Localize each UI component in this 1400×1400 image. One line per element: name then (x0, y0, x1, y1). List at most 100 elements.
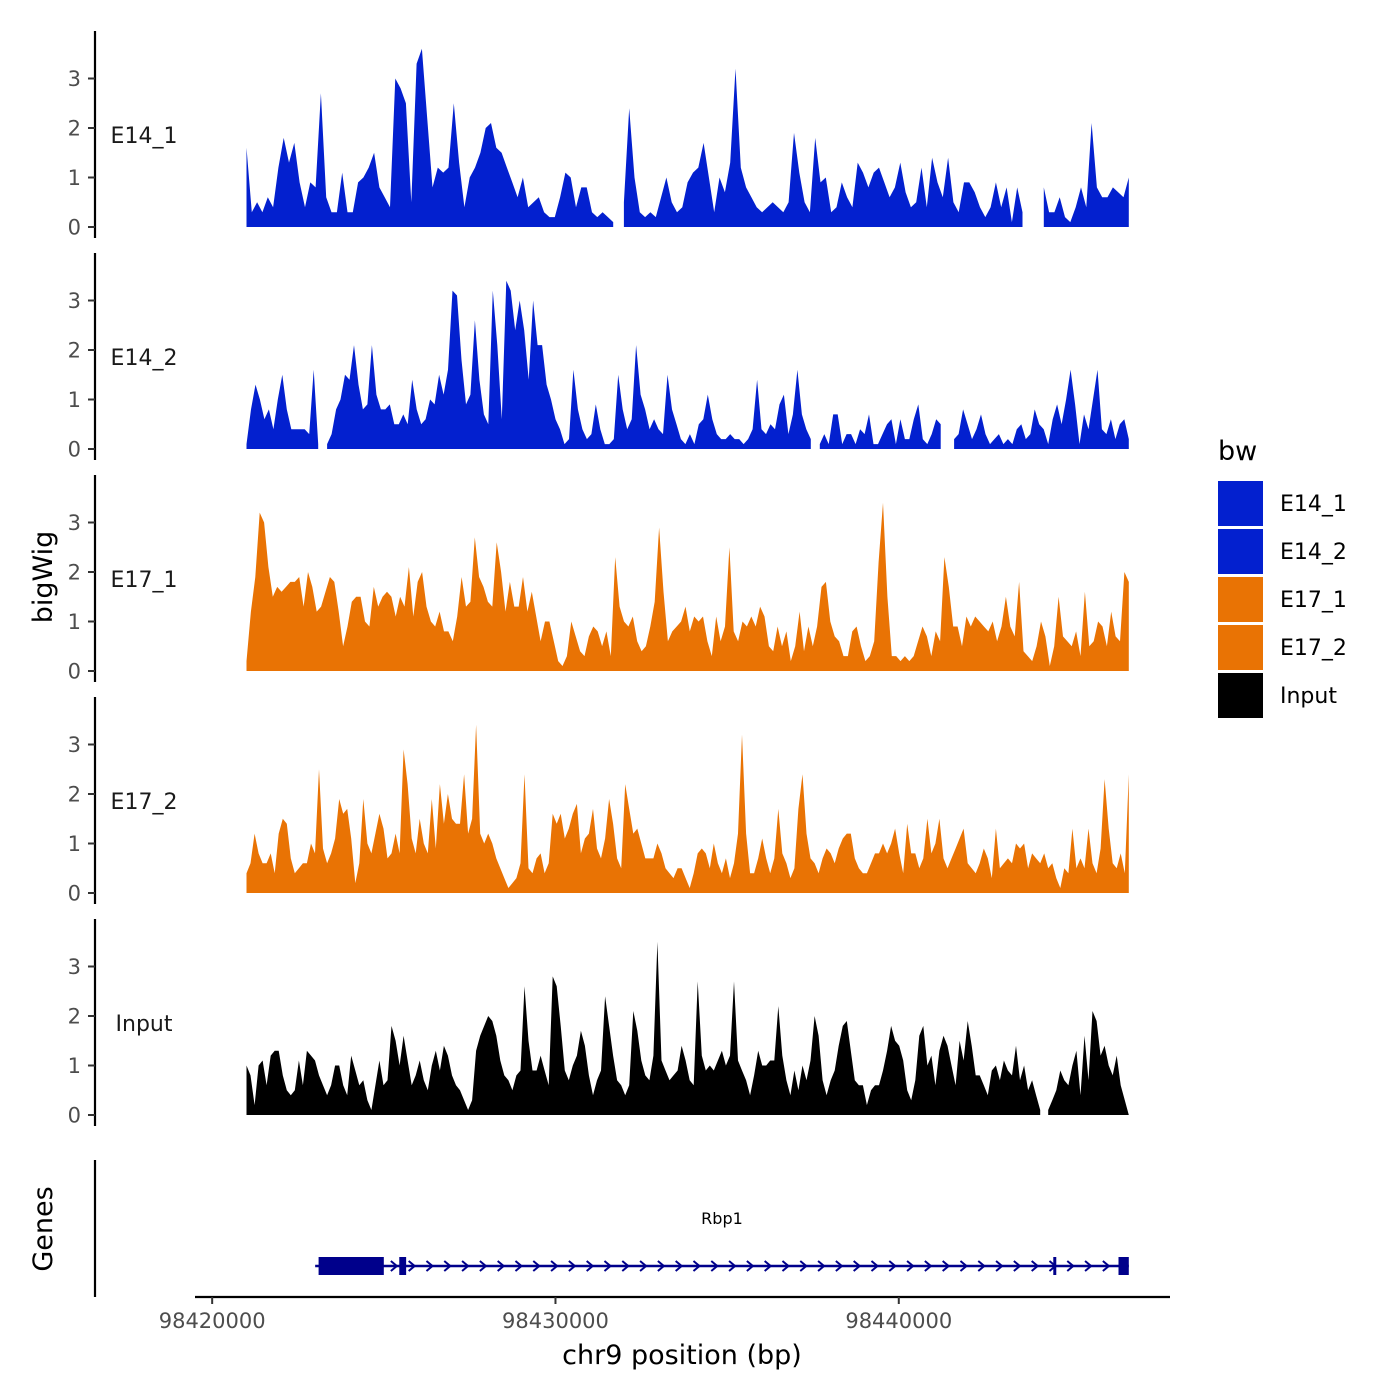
track-e17-2: 0 1 2 3 E17_2 (68, 697, 1129, 906)
y-tick-label: 1 (68, 832, 81, 856)
legend-swatch (1218, 577, 1263, 622)
y-tick-label: 3 (68, 67, 81, 91)
strand-arrow (408, 1260, 417, 1272)
track-label: E14_2 (111, 346, 178, 371)
track-e14-1: 0 1 2 3 E14_1 (68, 31, 1129, 240)
strand-arrow (586, 1260, 595, 1272)
area-e14-2-segment (246, 369, 319, 449)
gene-exon (318, 1257, 384, 1275)
strand-arrow (746, 1260, 755, 1272)
legend-swatch (1218, 481, 1263, 526)
gene-rbp1: Rbp1 (315, 1209, 1129, 1275)
legend-item-e17-2: E17_2 (1218, 625, 1347, 670)
legend: bw E14_1 E14_2 E17_1 E17_2 Input (1218, 436, 1347, 718)
y-axis-title: bigWig (28, 531, 59, 624)
area-e14-2-segment (327, 280, 811, 449)
track-input: 0 1 2 3 Input (68, 919, 1129, 1128)
strand-arrow (906, 1260, 915, 1272)
strand-arrow (1084, 1260, 1093, 1272)
area-e14-1-segment (623, 68, 1023, 227)
y-tick-label: 0 (68, 882, 81, 906)
y-tick-label: 2 (68, 1005, 81, 1029)
strand-arrow (603, 1260, 613, 1272)
area-e14-1-segment (1043, 123, 1129, 227)
strand-arrow (390, 1260, 399, 1272)
strand-arrow (959, 1260, 969, 1272)
strand-arrow (817, 1260, 826, 1272)
legend-label: E17_1 (1280, 588, 1347, 613)
gene-name-label: Rbp1 (701, 1209, 743, 1228)
track-label: E14_1 (111, 124, 178, 149)
area-e14-2-segment (954, 369, 1129, 449)
strand-arrow (764, 1260, 773, 1272)
genes-panel: Rbp1 (93, 1160, 1129, 1297)
strand-arrow (1031, 1260, 1040, 1272)
gene-exon (1118, 1257, 1129, 1275)
strand-arrow (728, 1260, 737, 1272)
x-tick-label: 98420000 (159, 1309, 266, 1333)
legend-item-e14-1: E14_1 (1218, 481, 1347, 526)
area-input-segment (1048, 1011, 1129, 1115)
y-tick-label: 3 (68, 511, 81, 535)
y-tick-label: 1 (68, 1054, 81, 1078)
y-tick-label: 2 (68, 339, 81, 363)
strand-arrow (550, 1260, 559, 1272)
strand-arrow (835, 1260, 844, 1272)
gene-exon (399, 1257, 407, 1275)
strand-arrow (977, 1260, 986, 1272)
legend-item-e17-1: E17_1 (1218, 577, 1347, 622)
y-tick-label: 0 (68, 660, 81, 684)
legend-swatch (1218, 673, 1263, 718)
legend-item-input: Input (1218, 673, 1337, 718)
track-label: E17_2 (111, 790, 178, 815)
area-e17-2-segment (246, 724, 1129, 893)
strand-arrow (479, 1260, 488, 1272)
genes-axis-title: Genes (28, 1186, 59, 1271)
legend-label: E14_2 (1280, 540, 1347, 565)
x-tick-label: 98430000 (502, 1309, 609, 1333)
strand-arrow (870, 1260, 880, 1272)
y-tick-label: 2 (68, 561, 81, 585)
area-input-segment (246, 941, 1041, 1115)
strand-arrow (639, 1260, 648, 1272)
strand-arrow (888, 1260, 897, 1272)
x-axis-title: chr9 position (bp) (562, 1340, 802, 1371)
track-e14-2: 0 1 2 3 E14_2 (68, 253, 1129, 462)
area-e14-1-segment (246, 48, 614, 227)
strand-arrow (853, 1260, 862, 1272)
track-label: E17_1 (111, 568, 178, 593)
y-tick-label: 1 (68, 166, 81, 190)
strand-arrow (781, 1260, 791, 1272)
y-tick-label: 2 (68, 783, 81, 807)
strand-arrow (568, 1260, 577, 1272)
strand-arrow (710, 1260, 719, 1272)
legend-swatch (1218, 625, 1263, 670)
legend-label: Input (1280, 684, 1337, 709)
strand-arrow (675, 1260, 684, 1272)
strand-arrow (532, 1260, 541, 1272)
y-tick-label: 3 (68, 733, 81, 757)
strand-arrow (799, 1260, 808, 1272)
area-e17-1-segment (246, 502, 1129, 671)
legend-item-e14-2: E14_2 (1218, 529, 1347, 574)
y-tick-label: 1 (68, 388, 81, 412)
y-tick-label: 1 (68, 610, 81, 634)
strand-arrow (692, 1260, 702, 1272)
strand-arrow (621, 1260, 630, 1272)
strand-arrow (1066, 1260, 1075, 1272)
y-tick-label: 0 (68, 438, 81, 462)
y-tick-label: 3 (68, 289, 81, 313)
legend-label: E14_1 (1280, 492, 1347, 517)
x-axis: 98420000 98430000 98440000 (159, 1295, 1170, 1333)
legend-swatch (1218, 529, 1263, 574)
track-e17-1: 0 1 2 3 E17_1 (68, 475, 1129, 684)
strand-arrow (461, 1260, 470, 1272)
y-tick-label: 2 (68, 117, 81, 141)
gene-exon (1053, 1257, 1057, 1275)
strand-arrow (1013, 1260, 1022, 1272)
y-tick-label: 0 (68, 216, 81, 240)
strand-arrow (497, 1260, 506, 1272)
legend-title: bw (1218, 436, 1257, 467)
strand-arrow (942, 1260, 951, 1272)
